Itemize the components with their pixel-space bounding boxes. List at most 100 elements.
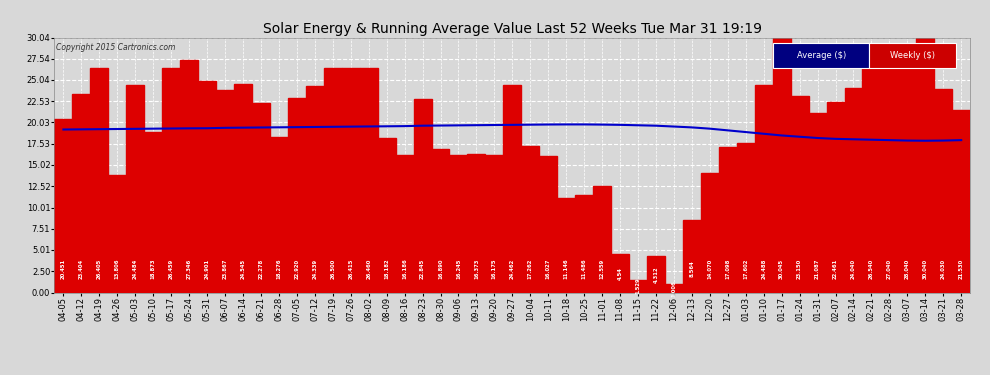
Text: 26.500: 26.500: [331, 259, 336, 279]
Text: 23.150: 23.150: [797, 259, 802, 279]
Bar: [935, 88, 952, 292]
Text: 21.530: 21.530: [958, 259, 963, 279]
Bar: [306, 86, 324, 292]
Bar: [754, 85, 772, 292]
Text: 26.460: 26.460: [366, 258, 371, 279]
FancyBboxPatch shape: [773, 43, 869, 68]
Text: 1.529: 1.529: [636, 278, 641, 294]
Text: 16.373: 16.373: [474, 258, 479, 279]
Bar: [503, 85, 522, 292]
Bar: [844, 88, 862, 292]
Bar: [467, 153, 485, 292]
Text: 22.461: 22.461: [833, 258, 838, 279]
Bar: [611, 254, 629, 292]
Text: 12.559: 12.559: [600, 259, 605, 279]
Text: 26.405: 26.405: [97, 259, 102, 279]
Bar: [377, 138, 396, 292]
Bar: [90, 68, 108, 292]
Bar: [593, 186, 611, 292]
Text: 8.564: 8.564: [689, 260, 694, 277]
Text: 4.312: 4.312: [653, 266, 658, 282]
Text: 11.486: 11.486: [582, 258, 587, 279]
Bar: [917, 38, 935, 292]
Text: 24.030: 24.030: [940, 259, 945, 279]
Bar: [772, 38, 791, 292]
Text: 22.278: 22.278: [258, 259, 263, 279]
Title: Solar Energy & Running Average Value Last 52 Weeks Tue Mar 31 19:19: Solar Energy & Running Average Value Las…: [262, 22, 762, 36]
Bar: [629, 279, 647, 292]
Text: 26.459: 26.459: [168, 259, 173, 279]
Bar: [683, 220, 701, 292]
Text: 17.602: 17.602: [743, 258, 748, 279]
Text: 22.920: 22.920: [294, 259, 299, 279]
Text: 22.845: 22.845: [420, 259, 425, 279]
Bar: [880, 63, 898, 292]
Bar: [647, 256, 665, 292]
Bar: [270, 137, 288, 292]
Bar: [485, 155, 503, 292]
Text: Weekly ($): Weekly ($): [890, 51, 936, 60]
Bar: [198, 81, 216, 292]
Text: 16.245: 16.245: [456, 258, 461, 279]
Bar: [791, 96, 809, 292]
Bar: [180, 60, 198, 292]
Bar: [557, 198, 575, 292]
Text: 24.040: 24.040: [851, 259, 856, 279]
Text: 24.484: 24.484: [133, 259, 138, 279]
Bar: [162, 68, 180, 292]
Text: 17.262: 17.262: [528, 258, 533, 279]
Text: Average ($): Average ($): [797, 51, 846, 60]
Bar: [827, 102, 844, 292]
Text: 28.040: 28.040: [905, 259, 910, 279]
Text: 26.540: 26.540: [869, 259, 874, 279]
Text: 23.867: 23.867: [223, 258, 228, 279]
Text: 27.040: 27.040: [887, 259, 892, 279]
Bar: [665, 284, 683, 292]
Text: 30.045: 30.045: [779, 259, 784, 279]
Bar: [288, 98, 306, 292]
Bar: [575, 195, 593, 292]
Bar: [522, 146, 540, 292]
Bar: [540, 156, 557, 292]
Text: 16.175: 16.175: [492, 258, 497, 279]
Text: 30.040: 30.040: [923, 259, 928, 279]
Text: 18.182: 18.182: [384, 258, 389, 279]
Bar: [809, 114, 827, 292]
Bar: [127, 85, 145, 292]
Text: 16.890: 16.890: [438, 258, 443, 279]
Text: 11.146: 11.146: [563, 258, 568, 279]
Text: 20.451: 20.451: [61, 259, 66, 279]
Bar: [145, 132, 162, 292]
Bar: [898, 54, 917, 292]
Bar: [342, 68, 359, 292]
Text: 4.54: 4.54: [618, 267, 623, 280]
Text: 16.027: 16.027: [545, 258, 550, 279]
Text: 16.186: 16.186: [402, 258, 407, 279]
Bar: [414, 99, 432, 292]
Bar: [449, 154, 467, 292]
Bar: [952, 110, 970, 292]
Bar: [862, 67, 880, 292]
Bar: [719, 147, 737, 292]
Text: 14.070: 14.070: [707, 259, 713, 279]
Text: 17.098: 17.098: [726, 258, 731, 279]
Bar: [234, 84, 252, 292]
Bar: [324, 68, 342, 292]
Bar: [432, 149, 449, 292]
Text: 21.087: 21.087: [815, 258, 820, 279]
Text: Copyright 2015 Cartronics.com: Copyright 2015 Cartronics.com: [56, 43, 175, 52]
Bar: [72, 94, 90, 292]
Bar: [396, 155, 414, 292]
Text: 24.488: 24.488: [761, 258, 766, 279]
Text: 18.873: 18.873: [150, 258, 155, 279]
Text: 24.545: 24.545: [241, 259, 246, 279]
Bar: [359, 68, 377, 292]
Text: 24.462: 24.462: [510, 259, 515, 279]
Bar: [216, 90, 234, 292]
Text: 27.346: 27.346: [187, 259, 192, 279]
FancyBboxPatch shape: [869, 43, 956, 68]
Text: 1.006: 1.006: [671, 280, 676, 297]
Text: 26.415: 26.415: [348, 258, 353, 279]
Text: 23.404: 23.404: [79, 259, 84, 279]
Bar: [701, 173, 719, 292]
